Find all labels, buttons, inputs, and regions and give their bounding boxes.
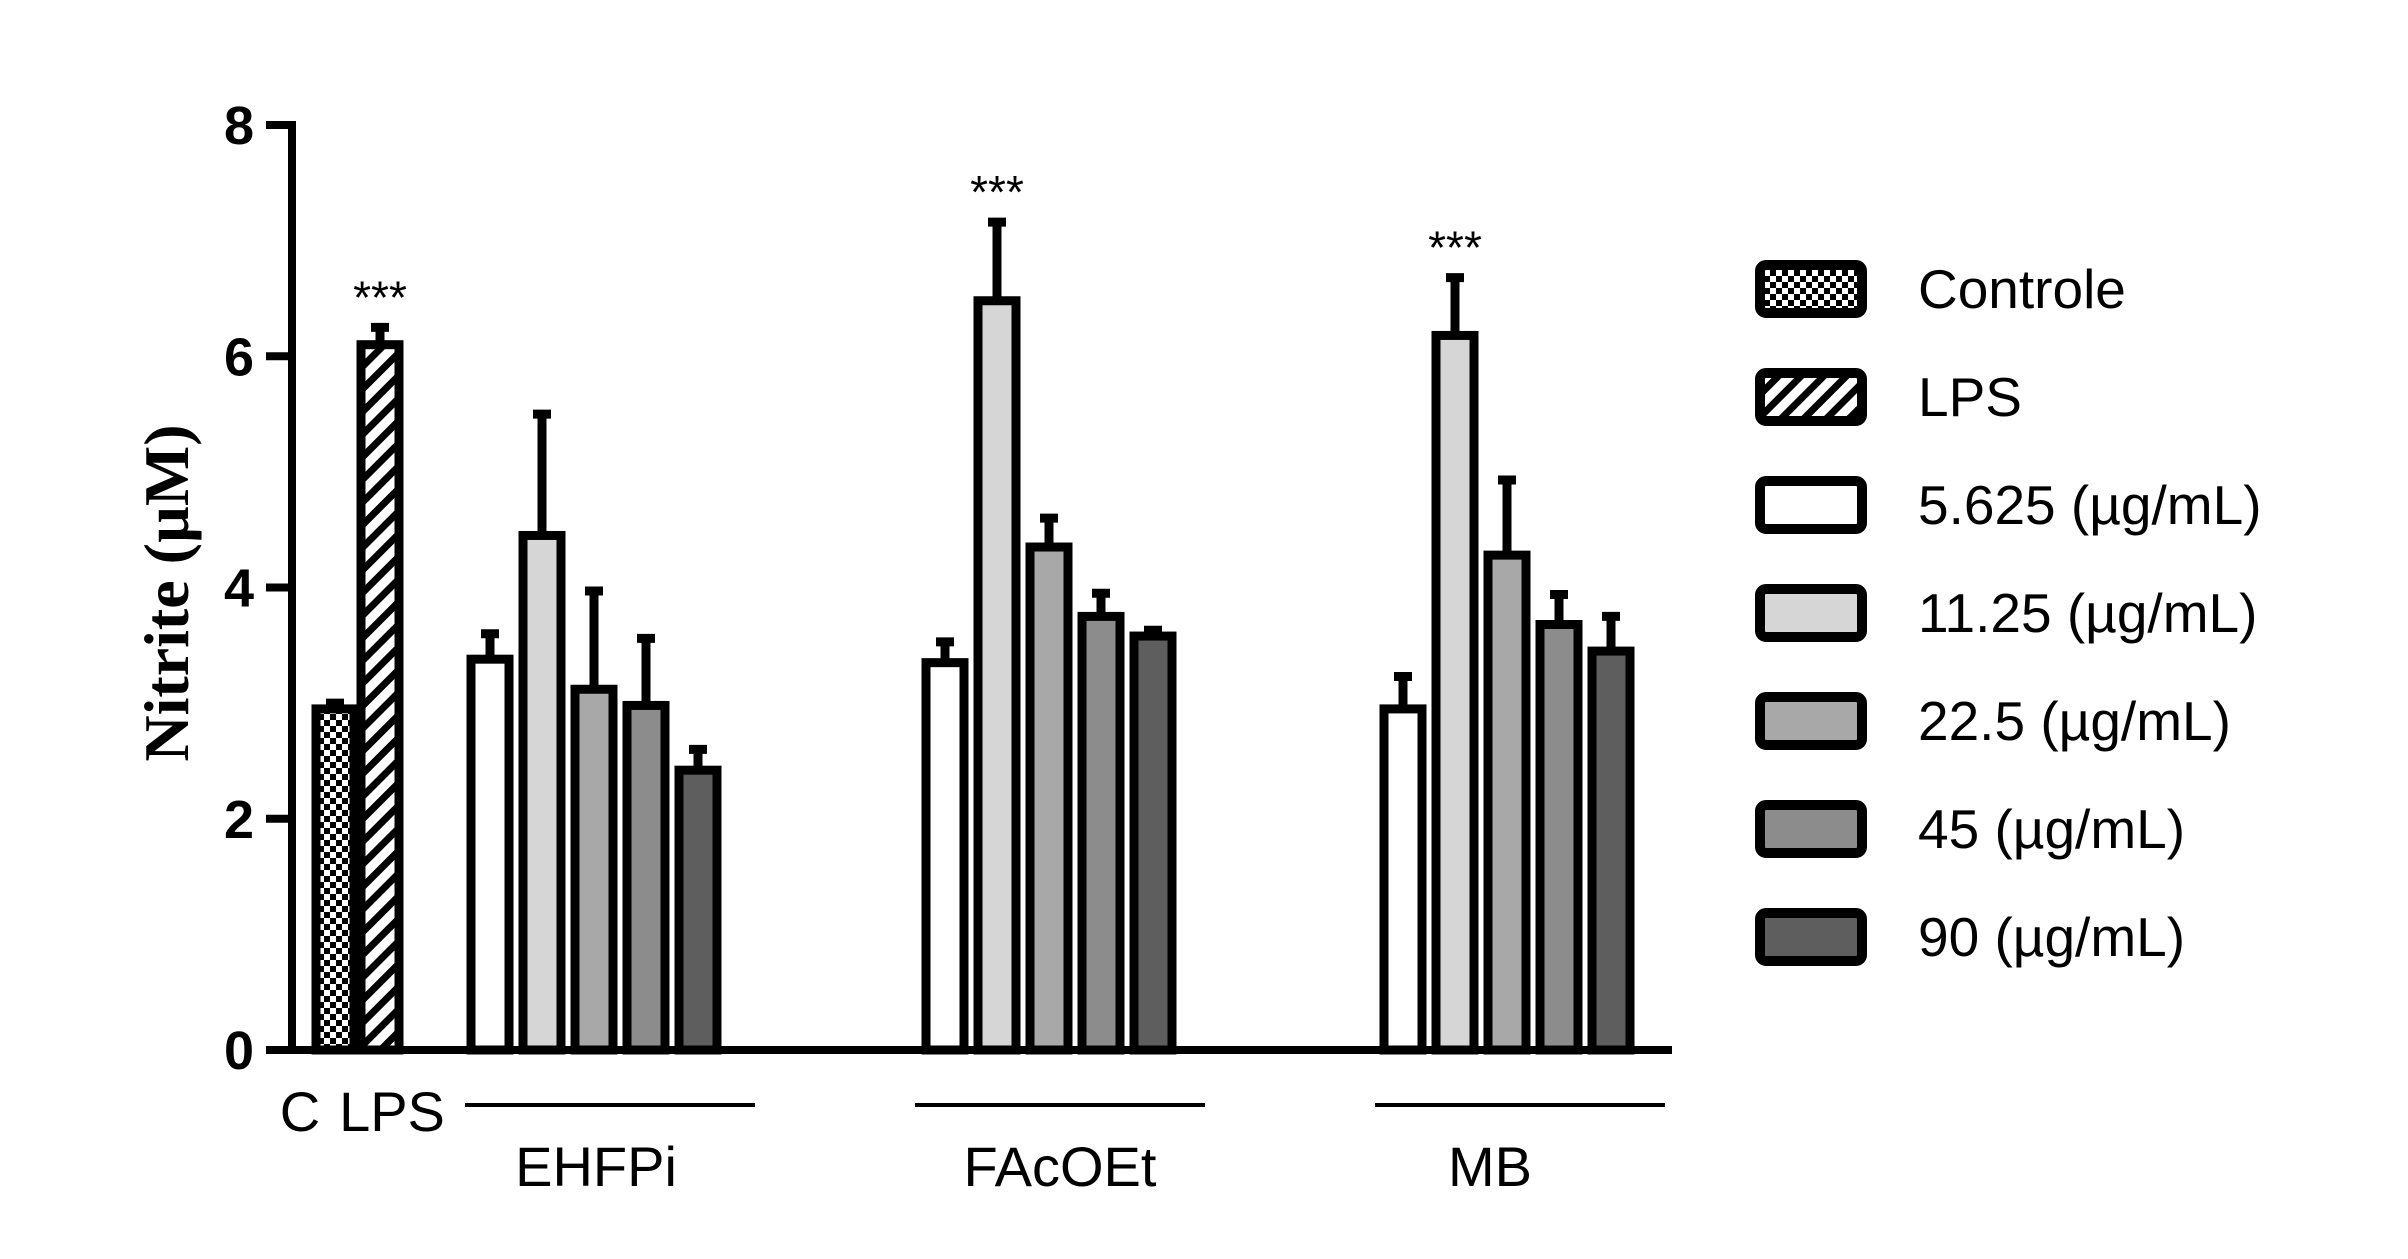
legend-swatch [1755, 368, 1867, 426]
legend-label: 5.625 (µg/mL) [1918, 474, 2262, 536]
bar [1379, 704, 1427, 1055]
bar [1129, 631, 1177, 1055]
bar [518, 530, 566, 1055]
bar [466, 654, 514, 1055]
significance-label: *** [353, 271, 407, 323]
legend-label: LPS [1918, 366, 2022, 428]
legend-swatch [1755, 584, 1867, 642]
legend-label: 22.5 (µg/mL) [1918, 690, 2231, 752]
group-label: EHFPi [515, 1135, 677, 1198]
bar [674, 765, 722, 1055]
axis-layer: 0 2 4 6 8 [224, 96, 1672, 1081]
bars-layer [311, 217, 1635, 1055]
legend-swatch [1755, 800, 1867, 858]
y-tick-label: 6 [224, 327, 254, 387]
legend-swatch [1755, 692, 1867, 750]
bar [1077, 611, 1125, 1055]
legend-label: 45 (µg/mL) [1918, 798, 2185, 860]
group-label: MB [1448, 1135, 1532, 1198]
legend-swatch [1755, 260, 1867, 318]
y-tick-label: 2 [224, 790, 254, 850]
bar [570, 684, 618, 1055]
group-label-lps: LPS [339, 1080, 445, 1143]
group-label: FAcOEt [964, 1135, 1157, 1198]
labels-layer: *** *** *** Nitrite (µM) C LPS EHFPi FAcOEt MB [131, 166, 1665, 1198]
legend-label: Controle [1918, 258, 2126, 320]
y-axis-label: Nitrite (µM) [131, 424, 202, 761]
bar [1025, 542, 1073, 1055]
bar [622, 700, 670, 1055]
legend-label: 90 (µg/mL) [1918, 906, 2185, 968]
y-tick-label: 0 [224, 1021, 254, 1081]
y-tick-label: 8 [224, 96, 254, 156]
significance-label: *** [1428, 222, 1482, 274]
bar [1483, 550, 1531, 1055]
bar [973, 296, 1021, 1055]
bar [1431, 330, 1479, 1055]
bar [1535, 620, 1583, 1055]
legend-swatch [1755, 908, 1867, 966]
legend-label: 11.25 (µg/mL) [1918, 582, 2257, 644]
bar [1587, 646, 1635, 1055]
group-label-c: C [280, 1080, 320, 1143]
bar [356, 340, 404, 1055]
legend-swatch [1755, 476, 1867, 534]
bar [921, 658, 969, 1055]
legend: Controle LPS 5.625 (µg/mL) 11.25 (µg/mL) 22.… [1755, 258, 2262, 968]
bar [311, 704, 359, 1055]
y-tick-label: 4 [224, 559, 254, 619]
significance-label: *** [970, 166, 1024, 218]
